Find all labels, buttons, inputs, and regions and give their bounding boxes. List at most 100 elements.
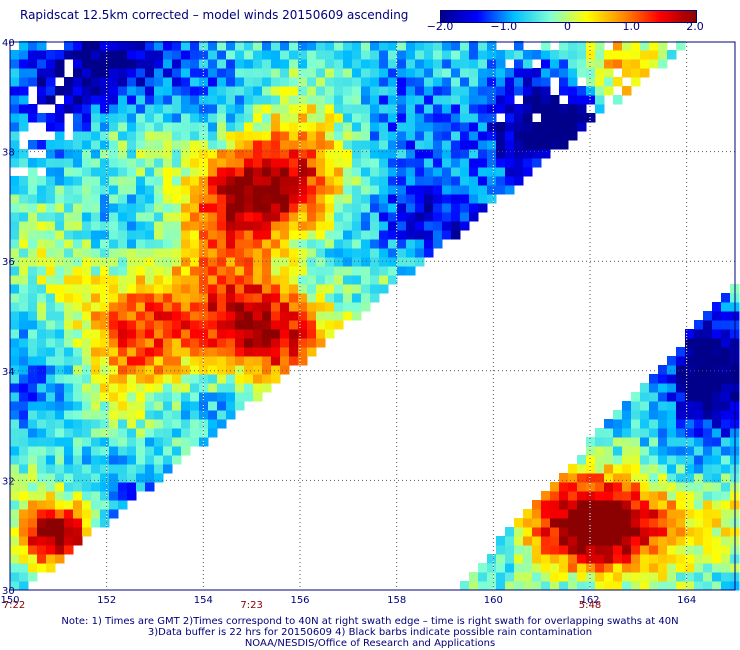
heatmap-cell	[28, 464, 38, 474]
heatmap-cell	[559, 518, 569, 528]
heatmap-cell	[316, 50, 326, 60]
heatmap-cell	[514, 50, 524, 60]
heatmap-cell	[118, 158, 128, 168]
heatmap-cell	[244, 77, 254, 87]
heatmap-cell	[82, 311, 92, 321]
x-tick-label: 156	[290, 595, 309, 606]
heatmap-cell	[154, 104, 164, 114]
heatmap-cell	[208, 320, 218, 330]
heatmap-cell	[163, 347, 173, 357]
heatmap-cell	[613, 563, 623, 573]
heatmap-cell	[181, 320, 191, 330]
heatmap-cell	[46, 122, 56, 132]
heatmap-cell	[145, 401, 155, 411]
heatmap-cell	[496, 68, 506, 78]
heatmap-cell	[136, 104, 146, 114]
heatmap-cell	[91, 248, 101, 258]
heatmap-cell	[136, 464, 146, 474]
heatmap-cell	[19, 266, 29, 276]
heatmap-cell	[244, 311, 254, 321]
heatmap-cell	[109, 437, 119, 447]
heatmap-cell	[226, 239, 236, 249]
heatmap-cell	[316, 77, 326, 87]
heatmap-cell	[118, 302, 128, 312]
heatmap-cell	[496, 77, 506, 87]
heatmap-cell	[658, 509, 668, 519]
heatmap-cell	[271, 230, 281, 240]
heatmap-cell	[271, 293, 281, 303]
heatmap-cell	[46, 230, 56, 240]
heatmap-cell	[55, 437, 65, 447]
heatmap-cell	[532, 131, 542, 141]
heatmap-cell	[46, 401, 56, 411]
heatmap-cell	[379, 167, 389, 177]
heatmap-cell	[253, 392, 263, 402]
heatmap-cell	[703, 329, 713, 339]
heatmap-cell	[478, 95, 488, 105]
heatmap-cell	[343, 221, 353, 231]
heatmap-cell	[37, 338, 47, 348]
heatmap-cell	[712, 527, 722, 537]
heatmap-cell	[244, 86, 254, 96]
heatmap-cell	[721, 293, 731, 303]
heatmap-cell	[163, 50, 173, 60]
heatmap-cell	[334, 167, 344, 177]
heatmap-cell	[685, 482, 695, 492]
heatmap-cell	[73, 302, 83, 312]
heatmap-cell	[190, 311, 200, 321]
heatmap-cell	[631, 77, 641, 87]
heatmap-cell	[28, 545, 38, 555]
heatmap-cell	[487, 59, 497, 69]
heatmap-cell	[190, 122, 200, 132]
heatmap-cell	[379, 185, 389, 195]
heatmap-cell	[109, 140, 119, 150]
heatmap-cell	[10, 581, 20, 591]
heatmap-cell	[685, 545, 695, 555]
heatmap-cell	[550, 563, 560, 573]
heatmap-cell	[640, 428, 650, 438]
heatmap-cell	[163, 329, 173, 339]
heatmap-cell	[100, 230, 110, 240]
heatmap-cell	[334, 203, 344, 213]
heatmap-cell	[100, 365, 110, 375]
heatmap-cell	[262, 275, 272, 285]
heatmap-cell	[226, 194, 236, 204]
heatmap-cell	[532, 518, 542, 528]
heatmap-cell	[91, 176, 101, 186]
heatmap-cell	[46, 563, 56, 573]
heatmap-cell	[127, 329, 137, 339]
heatmap-cell	[406, 95, 416, 105]
heatmap-cell	[433, 86, 443, 96]
heatmap-cell	[10, 320, 20, 330]
heatmap-cell	[271, 158, 281, 168]
heatmap-cell	[46, 428, 56, 438]
heatmap-cell	[127, 149, 137, 159]
heatmap-cell	[721, 437, 731, 447]
heatmap-cell	[559, 140, 569, 150]
heatmap-cell	[118, 149, 128, 159]
heatmap-cell	[190, 266, 200, 276]
heatmap-cell	[568, 113, 578, 123]
heatmap-cell	[289, 221, 299, 231]
heatmap-cell	[712, 509, 722, 519]
heatmap-cell	[28, 365, 38, 375]
heatmap-cell	[190, 257, 200, 267]
heatmap-cell	[325, 95, 335, 105]
heatmap-cell	[469, 95, 479, 105]
heatmap-cell	[469, 113, 479, 123]
heatmap-cell	[64, 482, 74, 492]
heatmap-cell	[667, 473, 677, 483]
heatmap-cell	[343, 122, 353, 132]
heatmap-cell	[676, 410, 686, 420]
heatmap-cell	[523, 572, 533, 582]
heatmap-cell	[442, 95, 452, 105]
heatmap-cell	[19, 392, 29, 402]
heatmap-cell	[604, 473, 614, 483]
heatmap-cell	[82, 86, 92, 96]
heatmap-cell	[10, 284, 20, 294]
heatmap-cell	[136, 437, 146, 447]
heatmap-cell	[28, 410, 38, 420]
heatmap-cell	[622, 464, 632, 474]
heatmap-cell	[136, 77, 146, 87]
